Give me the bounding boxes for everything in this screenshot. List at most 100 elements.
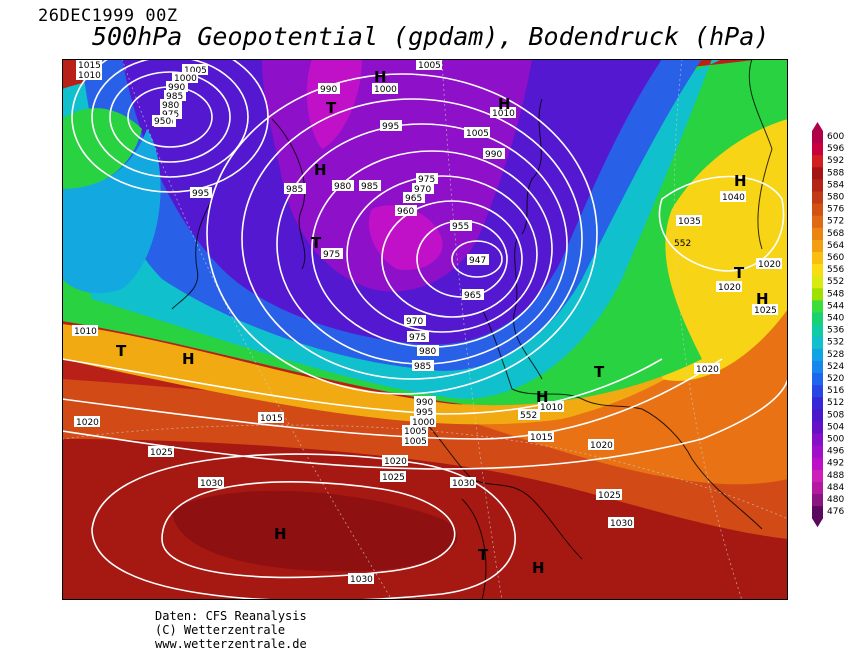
pressure-label: 970 [412, 183, 434, 195]
pressure-label: 1020 [716, 281, 742, 293]
svg-text:1000: 1000 [412, 418, 435, 428]
pressure-label: 980 [332, 180, 354, 192]
svg-text:1040: 1040 [722, 193, 745, 203]
pressure-label: 970 [404, 315, 426, 327]
svg-text:975: 975 [418, 175, 435, 185]
copyright-label: (C) Wetterzentrale [155, 623, 286, 637]
pressure-label: 1030 [348, 573, 374, 585]
svg-text:1005: 1005 [184, 66, 207, 76]
pressure-label: 1030 [608, 517, 634, 529]
legend-swatch [812, 276, 823, 289]
svg-text:552: 552 [520, 411, 537, 421]
legend-swatch [812, 239, 823, 253]
pressure-label: 552 [674, 239, 691, 249]
date-label: 26DEC1999 00Z [38, 6, 178, 26]
pressure-label: 1025 [596, 489, 622, 501]
pressure-label: 1020 [694, 363, 720, 375]
svg-text:1005: 1005 [466, 129, 489, 139]
svg-text:965: 965 [464, 291, 481, 301]
legend-swatch [812, 409, 823, 422]
svg-text:995: 995 [192, 189, 209, 199]
legend-label: 592 [827, 156, 844, 166]
legend-swatch [812, 336, 823, 350]
legend-swatch [812, 481, 823, 495]
pressure-marker: T [116, 342, 127, 360]
legend-swatch [812, 385, 823, 398]
svg-text:1025: 1025 [754, 306, 777, 316]
pressure-markers: H H H H T T H T T H T H T H H H T H [116, 68, 769, 577]
svg-text:1020: 1020 [758, 260, 781, 270]
pressure-label: 1020 [756, 258, 782, 270]
svg-text:980: 980 [162, 101, 179, 111]
svg-text:1030: 1030 [350, 575, 373, 585]
pressure-label: 950 [152, 115, 172, 127]
svg-text:1005: 1005 [418, 61, 441, 71]
svg-text:960: 960 [397, 207, 414, 217]
legend-label: 516 [827, 386, 844, 396]
coastlines [171, 59, 773, 600]
field-green-west [62, 108, 142, 189]
svg-text:995: 995 [416, 408, 433, 418]
legend-label: 568 [827, 229, 844, 239]
pressure-label: 1025 [380, 471, 406, 483]
legend-swatch [812, 131, 823, 144]
svg-text:1025: 1025 [598, 491, 621, 501]
pressure-label: 960 [395, 205, 417, 217]
legend-label: 492 [827, 459, 844, 469]
svg-text:985: 985 [414, 362, 431, 372]
pressure-marker: T [326, 99, 337, 117]
pressure-label: 980 [417, 345, 439, 357]
legend-label: 544 [827, 301, 844, 311]
pressure-label: 1030 [450, 477, 476, 489]
pressure-label: 947 [467, 254, 489, 266]
legend-label: 508 [827, 410, 844, 420]
pressure-marker: T [734, 264, 745, 282]
pressure-marker: T [478, 546, 489, 564]
pressure-label: 1025 [148, 446, 174, 458]
legend-swatch [812, 373, 823, 386]
svg-text:975: 975 [323, 250, 340, 260]
svg-text:990: 990 [416, 398, 433, 408]
website-link[interactable]: www.wetterzentrale.de [155, 637, 307, 651]
svg-text:980: 980 [419, 347, 436, 357]
color-scale-legend: 600 596 592 588 584 580 576 572 568 564 560 556 552 5… [812, 122, 844, 528]
svg-text:990: 990 [485, 150, 502, 160]
pressure-marker: T [311, 234, 322, 252]
pressure-label: 1020 [588, 439, 614, 451]
pressure-label: 975 [321, 248, 343, 260]
legend-label: 596 [827, 144, 844, 154]
pressure-label: 1030 [198, 477, 224, 489]
pressure-label: 1005 [402, 425, 428, 437]
svg-text:950: 950 [154, 117, 171, 127]
pressure-marker: H [536, 388, 549, 406]
footer: Daten: CFS Reanalysis (C) Wetterzentrale… [155, 609, 307, 651]
pressure-label: 1020 [382, 455, 408, 467]
legend-label: 484 [827, 483, 844, 493]
pressure-marker: H [182, 350, 195, 368]
legend-label: 572 [827, 217, 844, 227]
pressure-label: 990 [483, 148, 505, 160]
map-title: 500hPa Geopotential (gpdam), Bodendruck … [92, 22, 770, 51]
pressure-label: 1010 [538, 401, 564, 413]
pressure-labels: 1015 1010 1005 1000 990 985 980 975 970 … [72, 59, 782, 585]
svg-text:965: 965 [405, 194, 422, 204]
legend-label: 528 [827, 350, 844, 360]
pressure-label: 985 [412, 360, 434, 372]
pressure-label: 1035 [676, 215, 702, 227]
pressure-label: 990 [414, 396, 436, 408]
svg-text:1020: 1020 [590, 441, 613, 451]
svg-text:552: 552 [674, 239, 691, 249]
pressure-label: 995 [380, 120, 402, 132]
pressure-label: 980 [160, 99, 182, 111]
legend-swatch [812, 348, 823, 362]
legend-swatch [812, 469, 823, 483]
svg-text:1015: 1015 [530, 433, 553, 443]
legend-swatch [812, 191, 823, 205]
pressure-label: 1015 [258, 412, 284, 424]
pressure-label: 975 [407, 331, 429, 343]
svg-text:975: 975 [409, 333, 426, 343]
svg-text:1035: 1035 [678, 217, 701, 227]
svg-text:947: 947 [469, 256, 486, 266]
pressure-label: 955 [450, 220, 472, 232]
legend-label: 576 [827, 205, 844, 215]
